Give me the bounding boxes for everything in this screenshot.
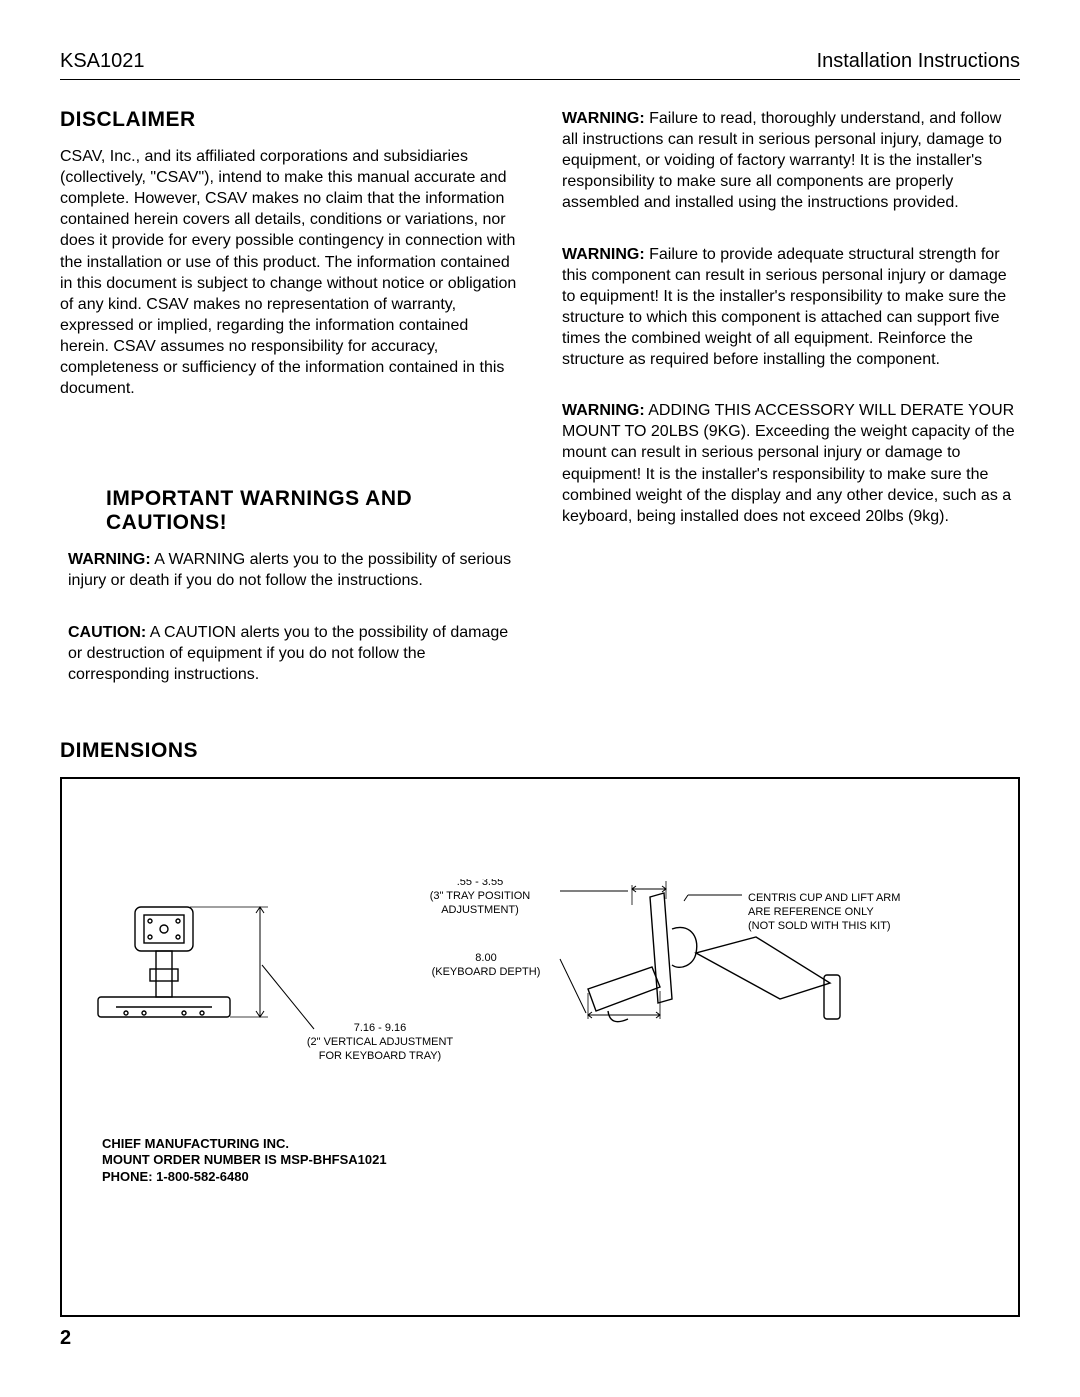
- warning-label: WARNING:: [68, 551, 151, 568]
- dim-label-1-l2: (3" TRAY POSITION: [430, 890, 531, 902]
- dimensions-title: DIMENSIONS: [60, 739, 1020, 763]
- manufacturer-block: CHIEF MANUFACTURING INC. MOUNT ORDER NUM…: [102, 1136, 387, 1185]
- warning-label: WARNING:: [562, 402, 645, 419]
- doc-type: Installation Instructions: [817, 50, 1020, 73]
- warning-2: WARNING: Failure to provide adequate str…: [562, 244, 1020, 371]
- mfr-line2: MOUNT ORDER NUMBER IS MSP-BHFSA1021: [102, 1152, 387, 1168]
- warnings-heading: IMPORTANT WARNINGS AND CAUTIONS!: [106, 487, 518, 535]
- warning-2-text: Failure to provide adequate structural s…: [562, 246, 1007, 369]
- dim-label-2-l1: 8.00: [475, 952, 496, 964]
- warning-label: WARNING:: [562, 110, 645, 127]
- main-columns: DISCLAIMER CSAV, Inc., and its affiliate…: [60, 108, 1020, 715]
- warning-3-text: ADDING THIS ACCESSORY WILL DERATE YOUR M…: [562, 402, 1015, 525]
- left-column: DISCLAIMER CSAV, Inc., and its affiliate…: [60, 108, 518, 715]
- mfr-line1: CHIEF MANUFACTURING INC.: [102, 1136, 387, 1152]
- mfr-line3: PHONE: 1-800-582-6480: [102, 1169, 387, 1185]
- warning-3: WARNING: ADDING THIS ACCESSORY WILL DERA…: [562, 400, 1020, 527]
- dim-label-1-l3: ADJUSTMENT): [441, 904, 519, 916]
- dim-label-1-l1: .55 - 3.55: [457, 879, 503, 888]
- ref-note-l1: CENTRIS CUP AND LIFT ARM: [748, 892, 900, 904]
- caution-label: CAUTION:: [68, 624, 146, 641]
- warning-definition: WARNING: A WARNING alerts you to the pos…: [68, 549, 518, 591]
- disclaimer-text: CSAV, Inc., and its affiliated corporati…: [60, 146, 518, 399]
- diagram-box: .55 - 3.55 (3" TRAY POSITION ADJUSTMENT)…: [60, 777, 1020, 1317]
- right-column: WARNING: Failure to read, thoroughly und…: [562, 108, 1020, 715]
- dimensions-section: DIMENSIONS: [60, 739, 1020, 1317]
- caution-definition: CAUTION: A CAUTION alerts you to the pos…: [68, 622, 518, 685]
- dimensions-diagram: .55 - 3.55 (3" TRAY POSITION ADJUSTMENT)…: [80, 879, 1000, 1139]
- disclaimer-title: DISCLAIMER: [60, 108, 518, 132]
- dim-label-3-l2: (2" VERTICAL ADJUSTMENT: [307, 1036, 454, 1048]
- page-number: 2: [60, 1327, 1020, 1350]
- dim-label-3-l1: 7.16 - 9.16: [354, 1022, 407, 1034]
- warning-1: WARNING: Failure to read, thoroughly und…: [562, 108, 1020, 214]
- ref-note-l2: ARE REFERENCE ONLY: [748, 906, 874, 918]
- warning-label: WARNING:: [562, 246, 645, 263]
- dim-label-3-l3: FOR KEYBOARD TRAY): [319, 1050, 441, 1062]
- model-number: KSA1021: [60, 50, 145, 73]
- dim-label-2-l2: (KEYBOARD DEPTH): [432, 966, 541, 978]
- page-header: KSA1021 Installation Instructions: [60, 50, 1020, 80]
- ref-note-l3: (NOT SOLD WITH THIS KIT): [748, 920, 891, 932]
